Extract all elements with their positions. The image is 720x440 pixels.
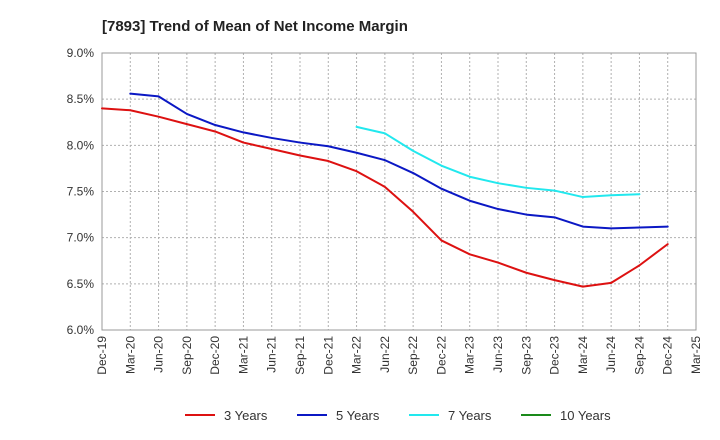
x-tick-label: Sep-22 (406, 336, 420, 375)
series-line-3-years (101, 107, 669, 288)
legend-label: 5 Years (336, 408, 380, 423)
x-tick-label: Sep-20 (180, 336, 194, 375)
x-tick-label: Dec-20 (208, 336, 222, 375)
x-tick-label: Sep-21 (293, 336, 307, 375)
chart-title: [7893] Trend of Mean of Net Income Margi… (102, 18, 408, 35)
series-line-5-years (129, 92, 669, 230)
x-tick-label: Sep-23 (519, 336, 533, 375)
x-tick-label: Mar-23 (463, 336, 477, 374)
x-axis: Dec-19 Mar-20 Jun-20 Sep-20 Dec-20 Mar-21 Jun-… (95, 336, 703, 375)
series-line-7-years (355, 125, 641, 199)
x-tick-label: Mar-21 (236, 336, 250, 374)
x-tick-label: Mar-25 (689, 336, 703, 374)
series-lines (101, 92, 669, 288)
x-tick-label: Jun-21 (265, 336, 279, 373)
x-tick-label: Mar-20 (123, 336, 137, 374)
x-tick-label: Mar-24 (576, 336, 590, 374)
x-tick-label: Jun-22 (378, 336, 392, 373)
x-tick-label: Dec-23 (548, 336, 562, 375)
x-tick-label: Jun-24 (604, 336, 618, 373)
y-tick-label: 9.0% (67, 46, 95, 60)
x-tick-label: Dec-22 (434, 336, 448, 375)
x-tick-label: Jun-20 (152, 336, 166, 373)
y-tick-label: 7.0% (67, 231, 95, 245)
y-tick-label: 8.0% (67, 138, 95, 152)
legend-label: 3 Years (224, 408, 268, 423)
x-tick-label: Dec-24 (661, 336, 675, 375)
x-tick-label: Jun-23 (491, 336, 505, 373)
x-tick-label: Sep-24 (632, 336, 646, 375)
x-tick-label: Dec-21 (321, 336, 335, 375)
legend: 3 Years 5 Years 7 Years 10 Years (185, 408, 611, 423)
x-tick-label: Dec-19 (95, 336, 109, 375)
x-tick-label: Mar-22 (350, 336, 364, 374)
y-tick-label: 8.5% (67, 92, 95, 106)
y-tick-label: 7.5% (67, 185, 95, 199)
y-tick-label: 6.5% (67, 277, 95, 291)
legend-label: 10 Years (560, 408, 611, 423)
plot-frame (101, 52, 697, 331)
legend-label: 7 Years (448, 408, 492, 423)
y-axis: 6.0% 6.5% 7.0% 7.5% 8.0% 8.5% 9.0% (67, 46, 95, 337)
gridlines (102, 53, 696, 330)
y-tick-label: 6.0% (67, 323, 95, 337)
